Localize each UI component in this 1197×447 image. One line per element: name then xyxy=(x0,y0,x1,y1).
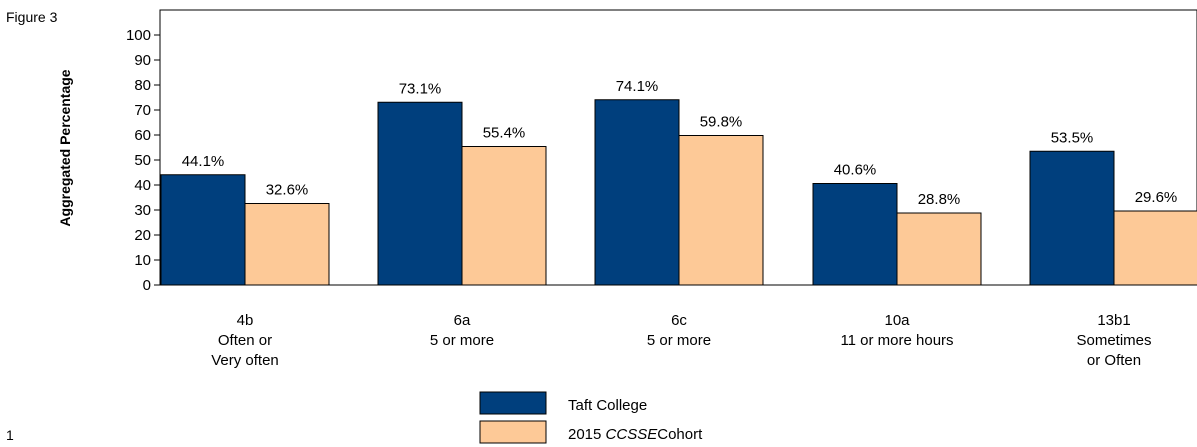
y-tick-label: 70 xyxy=(134,102,151,119)
data-label-taft-4: 53.5% xyxy=(1051,129,1094,146)
bar-taft-2 xyxy=(594,99,680,286)
y-tick-label: 20 xyxy=(134,227,151,244)
bar-cohort-2 xyxy=(678,135,764,286)
category-labels: 4b Often or Very often 6a 5 or more 6c 5 or mo… xyxy=(211,312,1151,369)
figure-label: Figure 3 xyxy=(6,9,58,25)
data-label-cohort-4: 29.6% xyxy=(1135,189,1178,206)
bars xyxy=(160,99,1197,286)
y-tick-label: 10 xyxy=(134,252,151,269)
y-tick-label: 60 xyxy=(134,127,151,144)
data-label-taft-1: 73.1% xyxy=(399,80,442,97)
category-label-4-line-2: or Often xyxy=(1087,352,1141,369)
bar-cohort-0 xyxy=(244,203,330,286)
data-label-taft-3: 40.6% xyxy=(834,162,877,179)
legend-swatch-cohort xyxy=(479,420,547,444)
data-label-cohort-0: 32.6% xyxy=(266,182,309,199)
y-tick-label: 0 xyxy=(143,277,151,294)
category-label-0-line-2: Very often xyxy=(211,352,279,369)
legend-label-cohort: 2015 CCSSECohort xyxy=(568,426,703,443)
y-tick-label: 90 xyxy=(134,52,151,69)
legend: Taft College 2015 CCSSECohort xyxy=(479,391,703,444)
bar-cohort-4 xyxy=(1113,210,1197,286)
data-label-cohort-3: 28.8% xyxy=(918,191,961,208)
y-tick-label: 30 xyxy=(134,202,151,219)
y-tick-label: 80 xyxy=(134,77,151,94)
data-label-cohort-1: 55.4% xyxy=(483,125,526,142)
bar-taft-1 xyxy=(377,101,463,286)
legend-swatch-taft xyxy=(479,391,547,415)
y-tick-label: 40 xyxy=(134,177,151,194)
category-label-4-line-1: Sometimes xyxy=(1076,332,1151,349)
category-label-2-line-1: 5 or more xyxy=(647,332,711,349)
data-label-cohort-2: 59.8% xyxy=(700,114,743,131)
bar-cohort-3 xyxy=(896,212,982,286)
data-labels: 44.1% 32.6% 73.1% 55.4% 74.1% 59.8% 40.6% 28.8%… xyxy=(182,78,1178,208)
data-label-taft-0: 44.1% xyxy=(182,153,225,170)
bar-taft-3 xyxy=(812,183,898,286)
legend-cohort-suffix: Cohort xyxy=(657,426,703,443)
legend-cohort-italic: CCSSE xyxy=(606,426,659,443)
category-label-0-line-0: 4b xyxy=(237,312,254,329)
category-label-2-line-0: 6c xyxy=(671,312,687,329)
category-label-1-line-0: 6a xyxy=(454,312,471,329)
y-tick-label: 50 xyxy=(134,152,151,169)
y-axis-title: Aggregated Percentage xyxy=(57,69,73,226)
category-label-1-line-1: 5 or more xyxy=(430,332,494,349)
legend-cohort-prefix: 2015 xyxy=(568,426,606,443)
category-label-4-line-0: 13b1 xyxy=(1097,312,1130,329)
data-label-taft-2: 74.1% xyxy=(616,78,659,95)
bar-cohort-1 xyxy=(461,146,547,286)
page-number: 1 xyxy=(6,427,14,443)
y-axis-ticks: 0 10 20 30 40 50 60 70 80 90 100 xyxy=(126,27,160,294)
legend-label-taft: Taft College xyxy=(568,397,647,414)
category-label-3-line-0: 10a xyxy=(884,312,910,329)
bar-taft-0 xyxy=(160,174,246,286)
category-label-0-line-1: Often or xyxy=(218,332,272,349)
bar-taft-4 xyxy=(1029,150,1115,286)
category-label-3-line-1: 11 or more hours xyxy=(840,332,953,349)
y-tick-label: 100 xyxy=(126,27,151,44)
